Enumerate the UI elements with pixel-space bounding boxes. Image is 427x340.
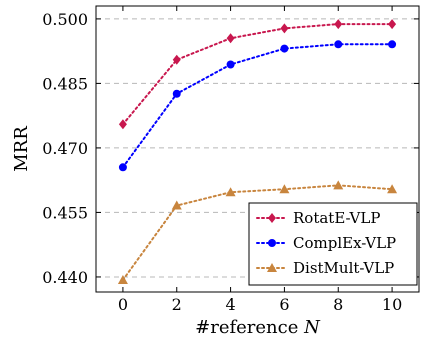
data-point [118,119,127,130]
legend: RotatE-VLP ComplEx-VLP DistMult-VLP [248,202,418,286]
legend-label: DistMult-VLP [293,259,394,277]
data-point [172,89,181,98]
y-tick-label: 0.500 [42,10,88,29]
y-tick-label: 0.470 [42,139,88,158]
data-point [118,163,127,172]
series-line [121,23,394,126]
data-point [388,40,397,49]
x-axis-label: #reference N [195,317,321,338]
legend-marker [268,239,276,247]
data-point [279,184,290,194]
x-tick-label: 6 [279,295,289,314]
y-tick-label: 0.485 [42,74,88,93]
x-tick-label: 8 [333,295,343,314]
legend-marker [268,213,276,223]
legend-marker [267,263,277,272]
x-axis-label-text: #reference [195,317,304,338]
data-point [226,60,235,69]
y-axis-label: MRR [11,126,32,172]
data-point [388,19,397,30]
series-rotate-vlp [118,19,397,130]
data-point [387,184,398,194]
data-point [171,200,182,210]
axis-ticks: 0.440 0.455 0.470 0.485 0.500 0 2 4 6 8 10 [42,6,419,314]
x-tick-label: 10 [382,295,402,314]
y-tick-label: 0.455 [42,203,88,222]
series-line [121,43,394,169]
plot-frame [95,5,420,293]
series-layer [117,19,398,284]
x-tick-label: 0 [118,295,128,314]
data-point [280,23,289,34]
data-point [226,33,235,44]
data-point [333,180,344,190]
x-axis-label-variable: N [303,317,321,338]
data-point [117,274,128,284]
x-tick-label: 4 [225,295,235,314]
legend-entry: ComplEx-VLP [256,234,396,252]
legend-label: RotatE-VLP [293,209,380,227]
series-distmult-vlp [117,180,398,284]
series-complex-vlp [118,40,397,172]
data-point [225,187,236,197]
data-point [334,40,343,49]
legend-entry: DistMult-VLP [256,259,394,277]
legend-entry: RotatE-VLP [256,209,380,227]
data-point [334,19,343,30]
data-point [172,54,181,65]
y-tick-label: 0.440 [42,268,88,287]
x-tick-label: 2 [172,295,182,314]
data-point [280,44,289,53]
series-line [121,184,394,281]
legend-label: ComplEx-VLP [293,234,396,252]
